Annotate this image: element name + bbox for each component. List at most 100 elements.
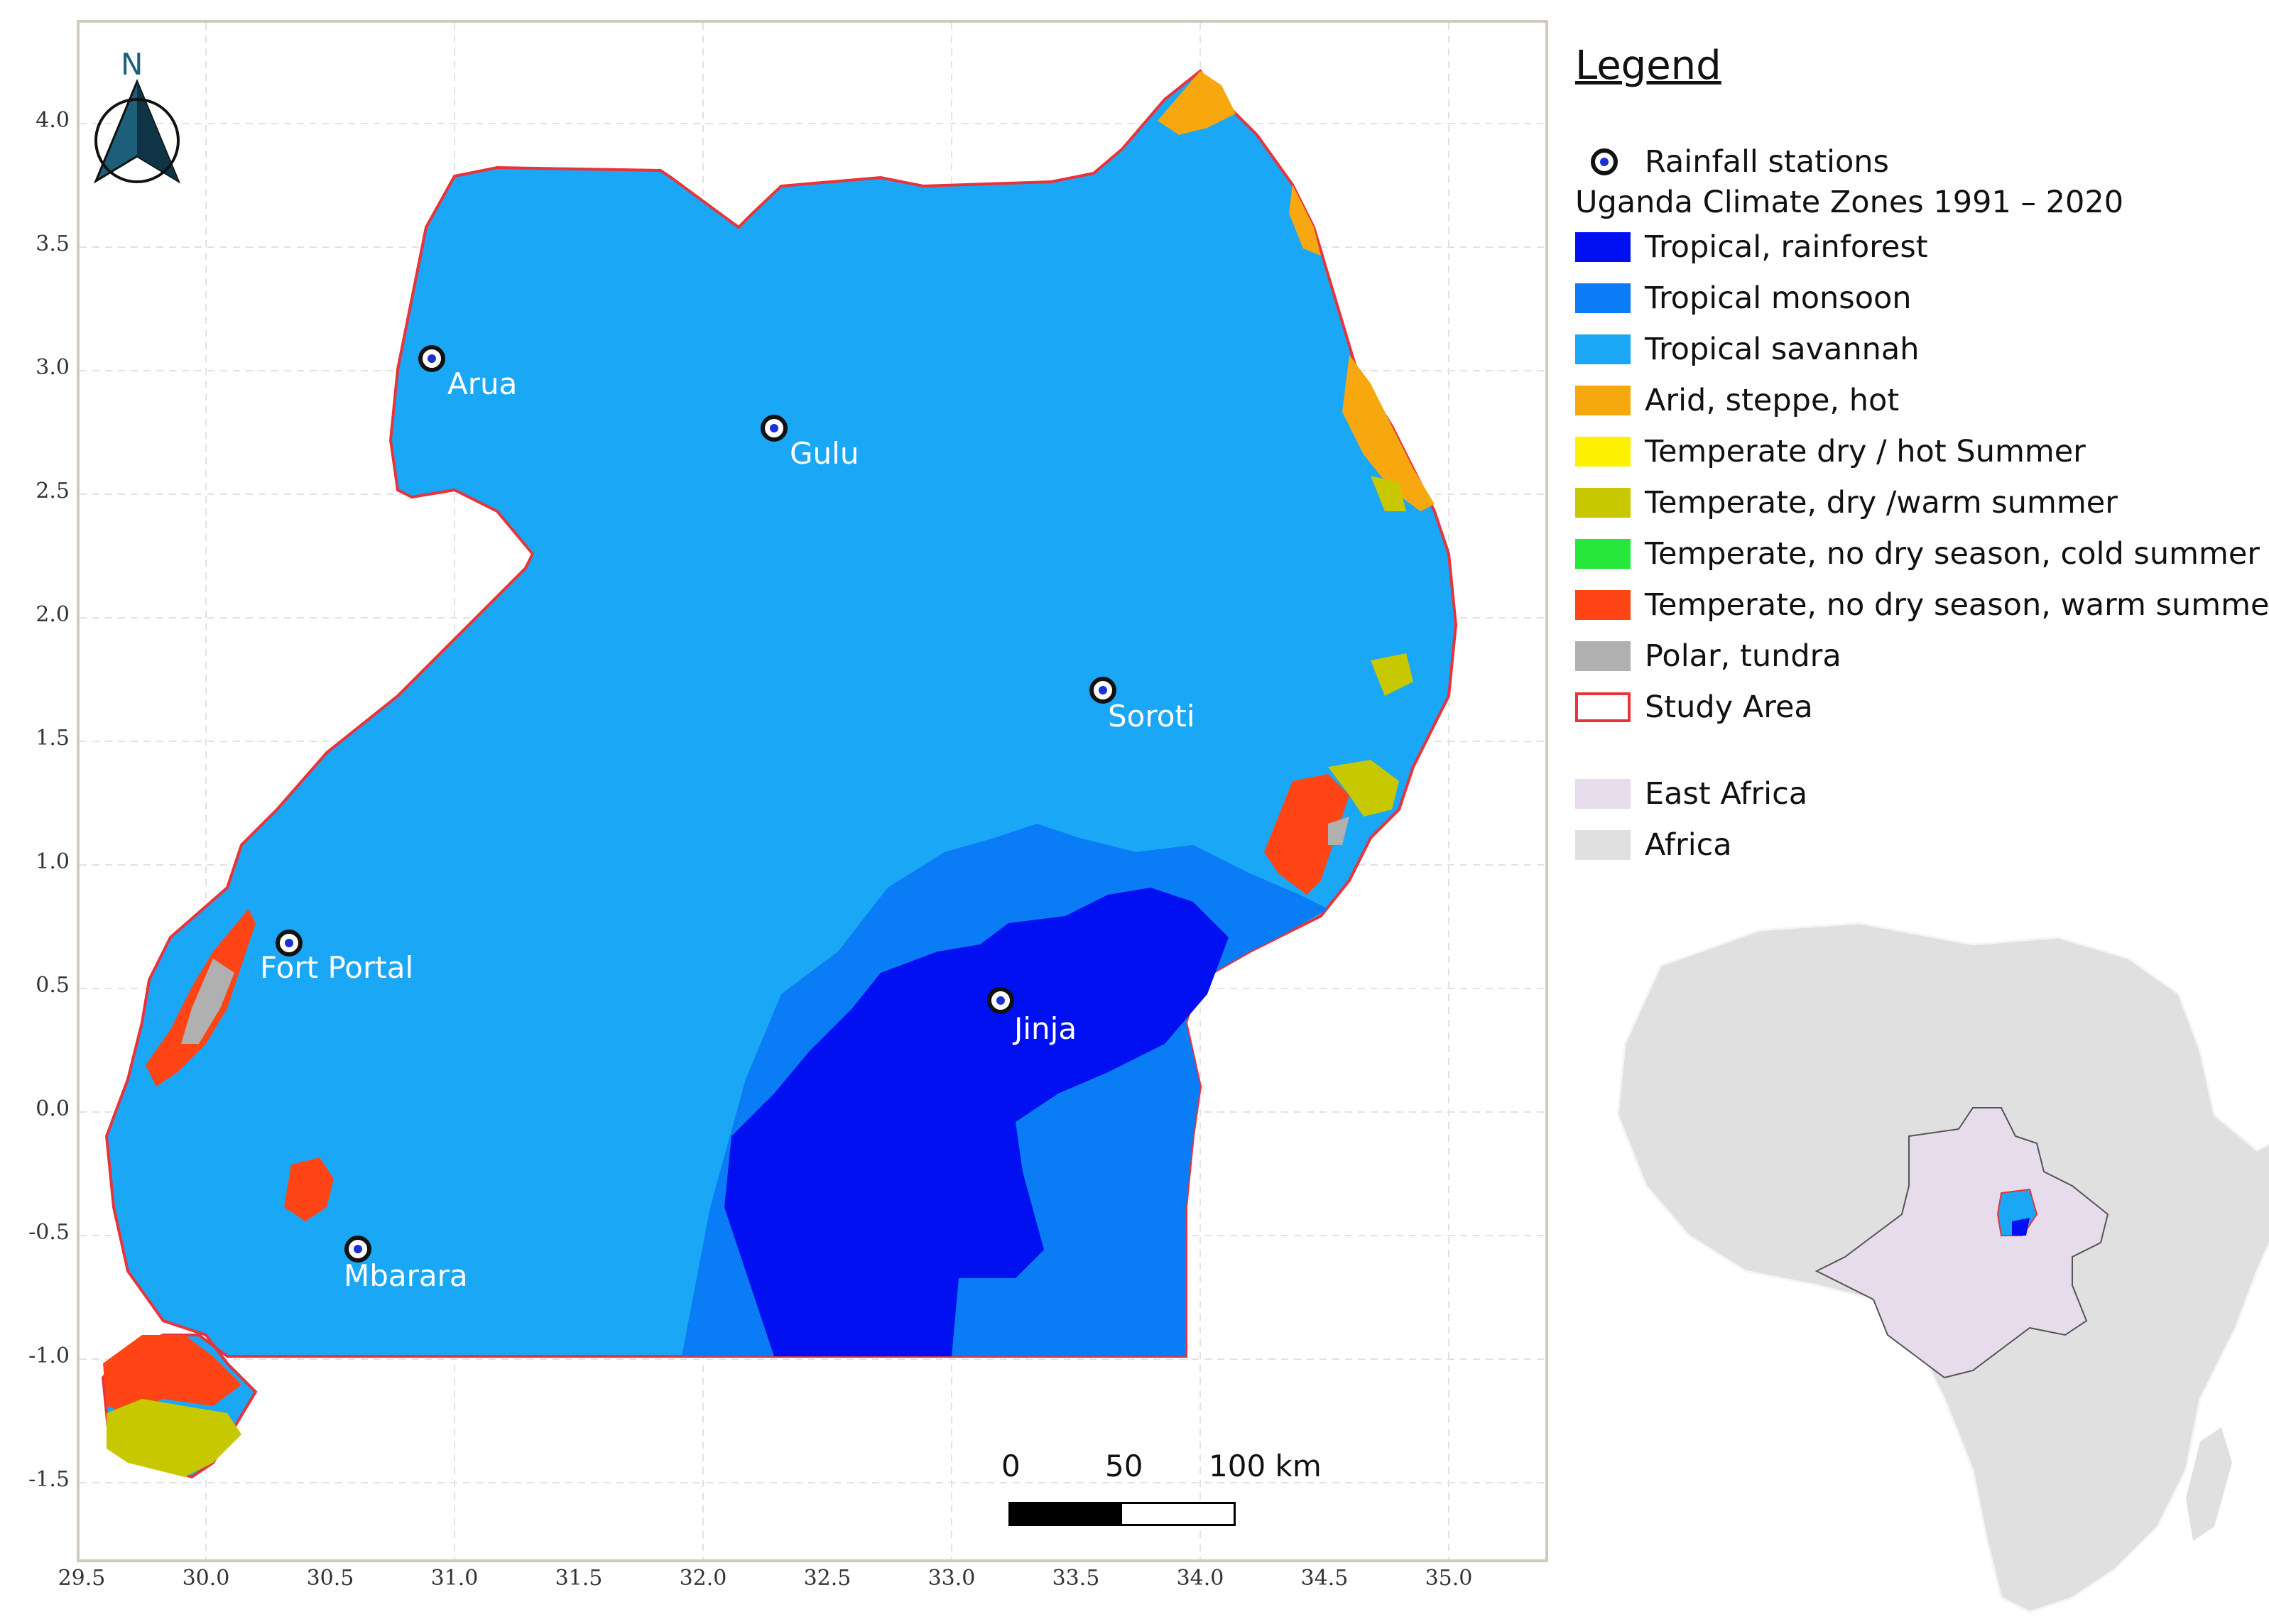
station-dot xyxy=(996,996,1005,1005)
station-marker-gulu[interactable] xyxy=(761,415,788,442)
legend-label: Tropical, rainforest xyxy=(1645,229,1928,265)
station-dot xyxy=(1099,686,1107,694)
legend-label: Temperate dry / hot Summer xyxy=(1645,434,2086,469)
legend-swatch xyxy=(1575,232,1631,262)
legend-row-zone: Temperate, dry /warm summer xyxy=(1575,481,2118,524)
station-marker-arua[interactable] xyxy=(418,345,445,372)
legend-swatch xyxy=(1575,283,1631,313)
temperate-dry-warm-zone-northeast xyxy=(1371,476,1413,696)
temperate-warm-summer-zone-southwest xyxy=(103,1335,241,1413)
legend-swatch xyxy=(1575,590,1631,620)
station-dot xyxy=(770,424,778,432)
station-dot xyxy=(354,1245,362,1253)
legend-swatch xyxy=(1575,386,1631,415)
legend-row-zone: Temperate, no dry season, warm summer xyxy=(1575,584,2269,626)
station-dot xyxy=(285,939,293,947)
legend-label: Polar, tundra xyxy=(1645,638,1841,674)
legend-row-zone: Tropical monsoon xyxy=(1575,277,1912,320)
legend-row-study-area: Study Area xyxy=(1575,686,1813,729)
legend-label: Tropical savannah xyxy=(1645,332,1920,367)
x-tick-label: 31.5 xyxy=(555,1566,603,1591)
x-tick-label: 29.5 xyxy=(58,1566,106,1591)
y-tick-label: 2.5 xyxy=(36,479,70,503)
station-label-soroti: Soroti xyxy=(1108,699,1195,734)
legend-title: Legend xyxy=(1575,43,1721,89)
legend-swatch-study-area xyxy=(1575,692,1631,722)
station-label-arua: Arua xyxy=(447,366,518,401)
temperate-warm-summer-zone-elgon xyxy=(1264,774,1349,895)
legend-row-zone: Tropical savannah xyxy=(1575,328,1920,371)
legend-label: East Africa xyxy=(1645,776,1808,812)
legend-swatch xyxy=(1575,830,1631,860)
x-tick-label: 33.5 xyxy=(1052,1566,1100,1591)
legend-swatch xyxy=(1575,641,1631,671)
y-tick-label: 0.5 xyxy=(36,973,70,998)
x-tick-label: 33.0 xyxy=(927,1566,976,1591)
north-arrow-ring xyxy=(94,98,180,183)
y-tick-label: -0.5 xyxy=(28,1220,70,1245)
station-label-gulu: Gulu xyxy=(790,436,859,471)
legend-row-region: Africa xyxy=(1575,824,1732,866)
inset-map xyxy=(1616,922,2269,1613)
x-tick-label: 34.0 xyxy=(1176,1566,1224,1591)
x-tick-label: 32.5 xyxy=(803,1566,851,1591)
station-dot xyxy=(1600,158,1609,166)
scale-bar xyxy=(1008,1502,1236,1526)
legend-label: Arid, steppe, hot xyxy=(1645,383,1900,418)
temperate-warm-summer-zone-mbarara xyxy=(284,1157,334,1221)
scale-label-50: 50 xyxy=(1105,1449,1143,1483)
y-tick-label: 4.0 xyxy=(36,108,70,133)
legend-label: Rainfall stations xyxy=(1645,144,1889,180)
y-tick-label: 3.5 xyxy=(36,231,70,256)
x-tick-label: 30.5 xyxy=(306,1566,354,1591)
legend-label: Study Area xyxy=(1645,690,1813,725)
legend-label: Temperate, dry /warm summer xyxy=(1645,485,2118,521)
station-label-mbarara: Mbarara xyxy=(344,1258,468,1293)
y-tick-label: 0.0 xyxy=(36,1096,70,1121)
temperate-dry-warm-zone-southwest xyxy=(107,1399,241,1477)
legend-swatch xyxy=(1575,779,1631,809)
legend-swatch xyxy=(1575,488,1631,518)
x-tick-label: 32.0 xyxy=(679,1566,727,1591)
y-tick-label: -1.5 xyxy=(28,1467,70,1492)
legend-swatch xyxy=(1575,437,1631,467)
scale-label-0: 0 xyxy=(1001,1449,1021,1483)
y-tick-label: 2.0 xyxy=(36,602,70,627)
x-tick-label: 31.0 xyxy=(430,1566,479,1591)
uganda-inset-rainforest xyxy=(2012,1218,2030,1236)
x-tick-label: 34.5 xyxy=(1300,1566,1349,1591)
station-marker-fort-portal[interactable] xyxy=(276,930,303,957)
polar-tundra-zone-fort-portal xyxy=(181,959,234,1044)
legend-row-zone: Arid, steppe, hot xyxy=(1575,379,1899,422)
legend-row-rainfall-stations: Rainfall stations xyxy=(1575,141,1889,183)
station-label-fort-portal: Fort Portal xyxy=(260,950,414,985)
north-arrow-shade xyxy=(137,82,178,181)
legend-label: Tropical monsoon xyxy=(1645,280,1912,316)
madagascar-shape xyxy=(2186,1427,2232,1541)
legend-swatch xyxy=(1575,334,1631,364)
y-tick-label: 1.0 xyxy=(36,849,70,874)
legend-row-region: East Africa xyxy=(1575,773,1807,815)
legend-label: Temperate, no dry season, cold summer xyxy=(1645,536,2260,572)
station-marker-mbarara[interactable] xyxy=(344,1236,371,1263)
station-legend-icon xyxy=(1575,147,1631,177)
arid-steppe-zone-northeast xyxy=(1158,71,1435,511)
x-tick-label: 30.0 xyxy=(182,1566,230,1591)
legend-subtitle: Uganda Climate Zones 1991 – 2020 xyxy=(1575,185,2124,220)
legend-label: Africa xyxy=(1645,827,1732,863)
uganda-study-area xyxy=(101,69,1458,1479)
y-tick-label: 1.5 xyxy=(36,726,70,751)
tropical-rainforest-zone xyxy=(724,888,1229,1356)
legend-label: Temperate, no dry season, warm summer xyxy=(1645,587,2269,623)
station-marker-soroti[interactable] xyxy=(1089,677,1116,704)
legend-row-zone: Temperate dry / hot Summer xyxy=(1575,430,2086,473)
station-marker-jinja[interactable] xyxy=(987,987,1014,1014)
legend-swatch xyxy=(1575,539,1631,569)
station-dot xyxy=(428,354,436,363)
x-tick-label: 35.0 xyxy=(1425,1566,1473,1591)
y-tick-label: -1.0 xyxy=(28,1344,70,1368)
station-label-jinja: Jinja xyxy=(1014,1011,1077,1046)
legend-row-zone: Polar, tundra xyxy=(1575,635,1841,677)
station-legend-marker xyxy=(1591,148,1618,175)
